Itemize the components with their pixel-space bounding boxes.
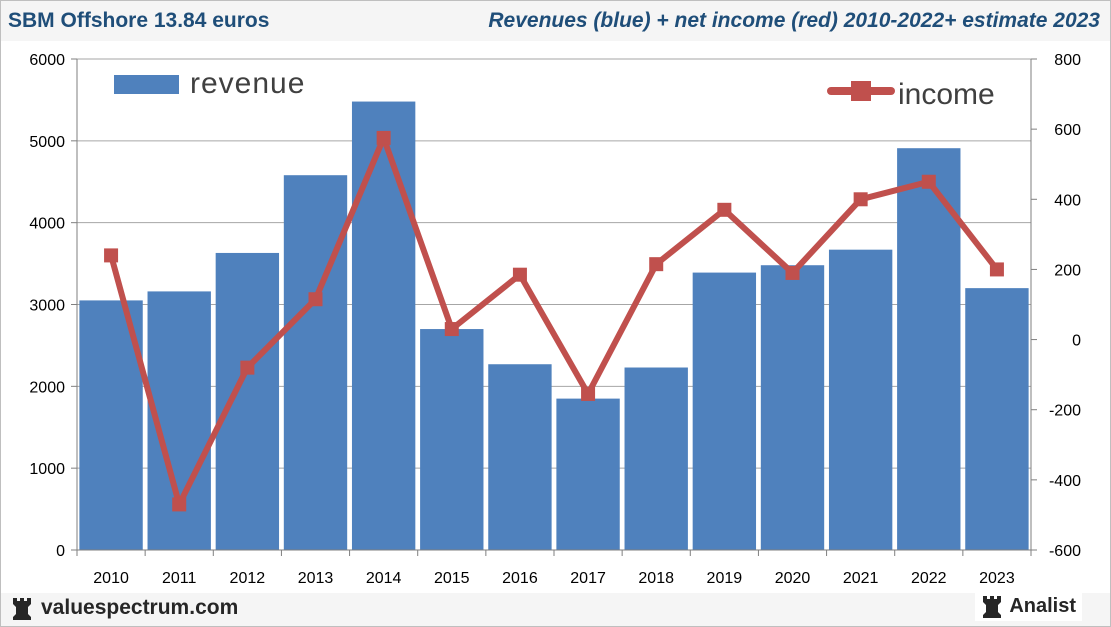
income-marker	[921, 174, 936, 189]
income-marker	[172, 497, 187, 512]
right-axis-label: -200	[1049, 403, 1081, 420]
left-axis-label: 6000	[29, 52, 65, 69]
chart-title: Revenues (blue) + net income (red) 2010-…	[488, 9, 1100, 32]
income-marker	[308, 292, 323, 307]
footer-brand-left: valuespectrum.com	[41, 596, 239, 619]
revenue-bar	[897, 148, 961, 550]
footer-brand-right: Analist	[1009, 594, 1076, 617]
legend-income-label: income	[898, 78, 995, 111]
income-marker	[785, 265, 800, 280]
x-axis-label: 2010	[93, 570, 129, 587]
x-axis-label: 2014	[366, 570, 402, 587]
left-axis-label: 5000	[29, 134, 65, 151]
x-axis-label: 2021	[843, 570, 879, 587]
combo-chart: 0 1000 2000 3000 4000 5000 6000 -600 -400 -200 0 20…	[29, 52, 1081, 587]
chess-rook-icon	[13, 598, 31, 620]
analist-logo: Analist	[975, 591, 1082, 621]
income-marker	[989, 262, 1004, 277]
revenue-bar	[760, 265, 825, 550]
plot-area: 0 1000 2000 3000 4000 5000 6000 -600 -400 -200 0 20…	[1, 41, 1110, 593]
revenue-bar	[828, 249, 893, 550]
income-marker	[581, 386, 596, 401]
income-marker	[853, 192, 868, 207]
left-axis-label: 4000	[29, 216, 65, 233]
x-axis-label: 2015	[434, 570, 470, 587]
right-axis-label: -400	[1049, 473, 1081, 490]
income-marker	[649, 257, 664, 272]
x-axis-label: 2020	[775, 570, 811, 587]
left-axis-label: 1000	[29, 461, 65, 478]
right-axis-label: 0	[1072, 333, 1081, 350]
revenue-bar	[351, 101, 416, 550]
x-axis-label: 2017	[570, 570, 606, 587]
x-axis-label: 2016	[502, 570, 538, 587]
company-price-title: SBM Offshore 13.84 euros	[8, 9, 270, 32]
revenue-bar	[624, 367, 688, 550]
revenue-bar	[283, 175, 348, 550]
income-marker	[444, 322, 459, 337]
legend-income-marker	[851, 81, 871, 101]
x-axis-label: 2022	[911, 570, 947, 587]
right-axis-label: 200	[1054, 262, 1081, 279]
x-axis-label: 2011	[162, 570, 197, 587]
legend-revenue-swatch	[114, 75, 179, 94]
revenue-bar	[556, 398, 620, 550]
revenue-bar	[215, 252, 280, 550]
income-marker	[104, 248, 119, 263]
right-axis-label: 400	[1054, 192, 1081, 209]
income-line	[108, 134, 1000, 508]
revenue-bar	[965, 288, 1029, 550]
income-marker	[717, 202, 732, 217]
left-axis-label: 2000	[29, 379, 65, 396]
x-axis-label: 2023	[979, 570, 1015, 587]
left-axis-label: 3000	[29, 298, 65, 315]
left-axis-label: 0	[56, 543, 65, 560]
income-marker	[240, 360, 255, 375]
header: SBM Offshore 13.84 euros Revenues (blue)…	[1, 1, 1110, 41]
chess-rook-icon	[983, 596, 1002, 618]
revenue-bar	[420, 329, 484, 550]
revenue-bar	[692, 272, 757, 550]
x-axis-label: 2013	[298, 570, 334, 587]
revenue-bar	[488, 364, 552, 550]
right-axis-label: -600	[1049, 543, 1081, 560]
x-axis-label: 2019	[707, 570, 743, 587]
legend-revenue-label: revenue	[190, 67, 305, 100]
valuespectrum-logo: valuespectrum.com	[11, 595, 238, 621]
x-axis-label: 2012	[230, 570, 266, 587]
x-axis-label: 2018	[638, 570, 674, 587]
income-marker	[512, 267, 527, 282]
income-marker	[376, 130, 391, 145]
right-axis-label: 800	[1054, 52, 1081, 69]
right-axis-label: 600	[1054, 122, 1081, 139]
